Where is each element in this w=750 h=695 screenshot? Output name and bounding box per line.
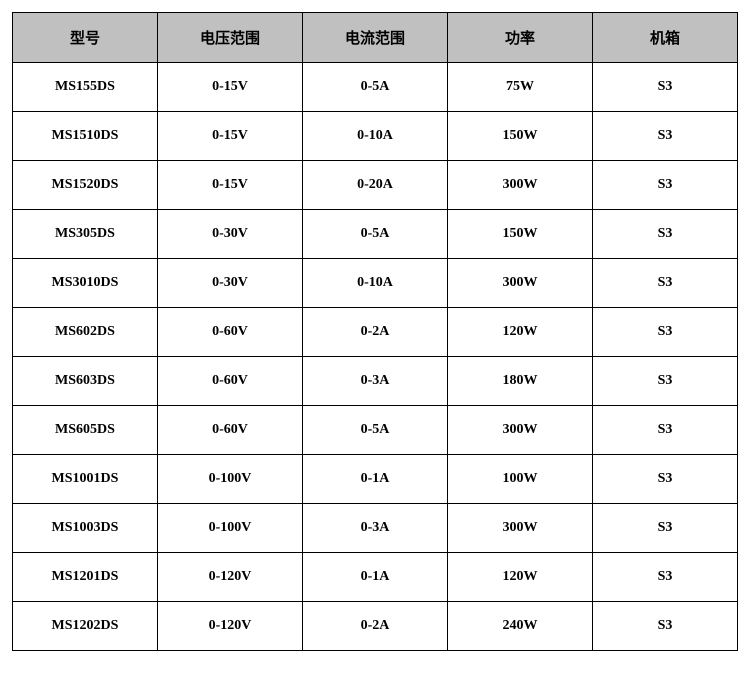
cell-voltage: 0-30V (158, 210, 303, 259)
cell-voltage: 0-120V (158, 602, 303, 651)
cell-chassis: S3 (593, 553, 738, 602)
table-row: MS1202DS 0-120V 0-2A 240W S3 (13, 602, 738, 651)
cell-voltage: 0-30V (158, 259, 303, 308)
cell-voltage: 0-120V (158, 553, 303, 602)
cell-model: MS1520DS (13, 161, 158, 210)
col-header-voltage: 电压范围 (158, 13, 303, 63)
cell-voltage: 0-15V (158, 161, 303, 210)
cell-power: 180W (448, 357, 593, 406)
table-row: MS1001DS 0-100V 0-1A 100W S3 (13, 455, 738, 504)
cell-current: 0-5A (303, 63, 448, 112)
cell-model: MS155DS (13, 63, 158, 112)
cell-chassis: S3 (593, 455, 738, 504)
table-row: MS1510DS 0-15V 0-10A 150W S3 (13, 112, 738, 161)
cell-model: MS1202DS (13, 602, 158, 651)
col-header-model: 型号 (13, 13, 158, 63)
cell-chassis: S3 (593, 504, 738, 553)
table-header-row: 型号 电压范围 电流范围 功率 机箱 (13, 13, 738, 63)
table-row: MS305DS 0-30V 0-5A 150W S3 (13, 210, 738, 259)
table-row: MS1520DS 0-15V 0-20A 300W S3 (13, 161, 738, 210)
cell-model: MS1201DS (13, 553, 158, 602)
cell-voltage: 0-60V (158, 308, 303, 357)
cell-current: 0-2A (303, 602, 448, 651)
cell-power: 300W (448, 259, 593, 308)
col-header-current: 电流范围 (303, 13, 448, 63)
cell-model: MS602DS (13, 308, 158, 357)
cell-power: 120W (448, 553, 593, 602)
cell-model: MS605DS (13, 406, 158, 455)
cell-model: MS1001DS (13, 455, 158, 504)
cell-current: 0-1A (303, 553, 448, 602)
cell-chassis: S3 (593, 259, 738, 308)
cell-chassis: S3 (593, 357, 738, 406)
table-body: MS155DS 0-15V 0-5A 75W S3 MS1510DS 0-15V… (13, 63, 738, 651)
cell-power: 300W (448, 161, 593, 210)
cell-power: 150W (448, 112, 593, 161)
cell-current: 0-1A (303, 455, 448, 504)
cell-current: 0-10A (303, 112, 448, 161)
table-row: MS605DS 0-60V 0-5A 300W S3 (13, 406, 738, 455)
cell-chassis: S3 (593, 63, 738, 112)
cell-model: MS603DS (13, 357, 158, 406)
cell-model: MS1510DS (13, 112, 158, 161)
cell-chassis: S3 (593, 308, 738, 357)
cell-current: 0-20A (303, 161, 448, 210)
cell-current: 0-10A (303, 259, 448, 308)
cell-model: MS305DS (13, 210, 158, 259)
cell-current: 0-5A (303, 406, 448, 455)
cell-power: 150W (448, 210, 593, 259)
cell-model: MS1003DS (13, 504, 158, 553)
table-row: MS603DS 0-60V 0-3A 180W S3 (13, 357, 738, 406)
cell-power: 300W (448, 504, 593, 553)
cell-voltage: 0-15V (158, 112, 303, 161)
table-row: MS3010DS 0-30V 0-10A 300W S3 (13, 259, 738, 308)
table-row: MS155DS 0-15V 0-5A 75W S3 (13, 63, 738, 112)
cell-power: 120W (448, 308, 593, 357)
cell-power: 240W (448, 602, 593, 651)
cell-voltage: 0-100V (158, 504, 303, 553)
col-header-power: 功率 (448, 13, 593, 63)
cell-voltage: 0-60V (158, 406, 303, 455)
cell-current: 0-3A (303, 357, 448, 406)
col-header-chassis: 机箱 (593, 13, 738, 63)
cell-voltage: 0-15V (158, 63, 303, 112)
table-row: MS602DS 0-60V 0-2A 120W S3 (13, 308, 738, 357)
cell-current: 0-3A (303, 504, 448, 553)
cell-chassis: S3 (593, 602, 738, 651)
spec-table: 型号 电压范围 电流范围 功率 机箱 MS155DS 0-15V 0-5A 75… (12, 12, 738, 651)
cell-chassis: S3 (593, 161, 738, 210)
table-row: MS1003DS 0-100V 0-3A 300W S3 (13, 504, 738, 553)
cell-power: 75W (448, 63, 593, 112)
cell-power: 300W (448, 406, 593, 455)
cell-model: MS3010DS (13, 259, 158, 308)
cell-voltage: 0-60V (158, 357, 303, 406)
cell-voltage: 0-100V (158, 455, 303, 504)
cell-power: 100W (448, 455, 593, 504)
cell-current: 0-2A (303, 308, 448, 357)
cell-chassis: S3 (593, 112, 738, 161)
cell-current: 0-5A (303, 210, 448, 259)
cell-chassis: S3 (593, 406, 738, 455)
table-row: MS1201DS 0-120V 0-1A 120W S3 (13, 553, 738, 602)
cell-chassis: S3 (593, 210, 738, 259)
